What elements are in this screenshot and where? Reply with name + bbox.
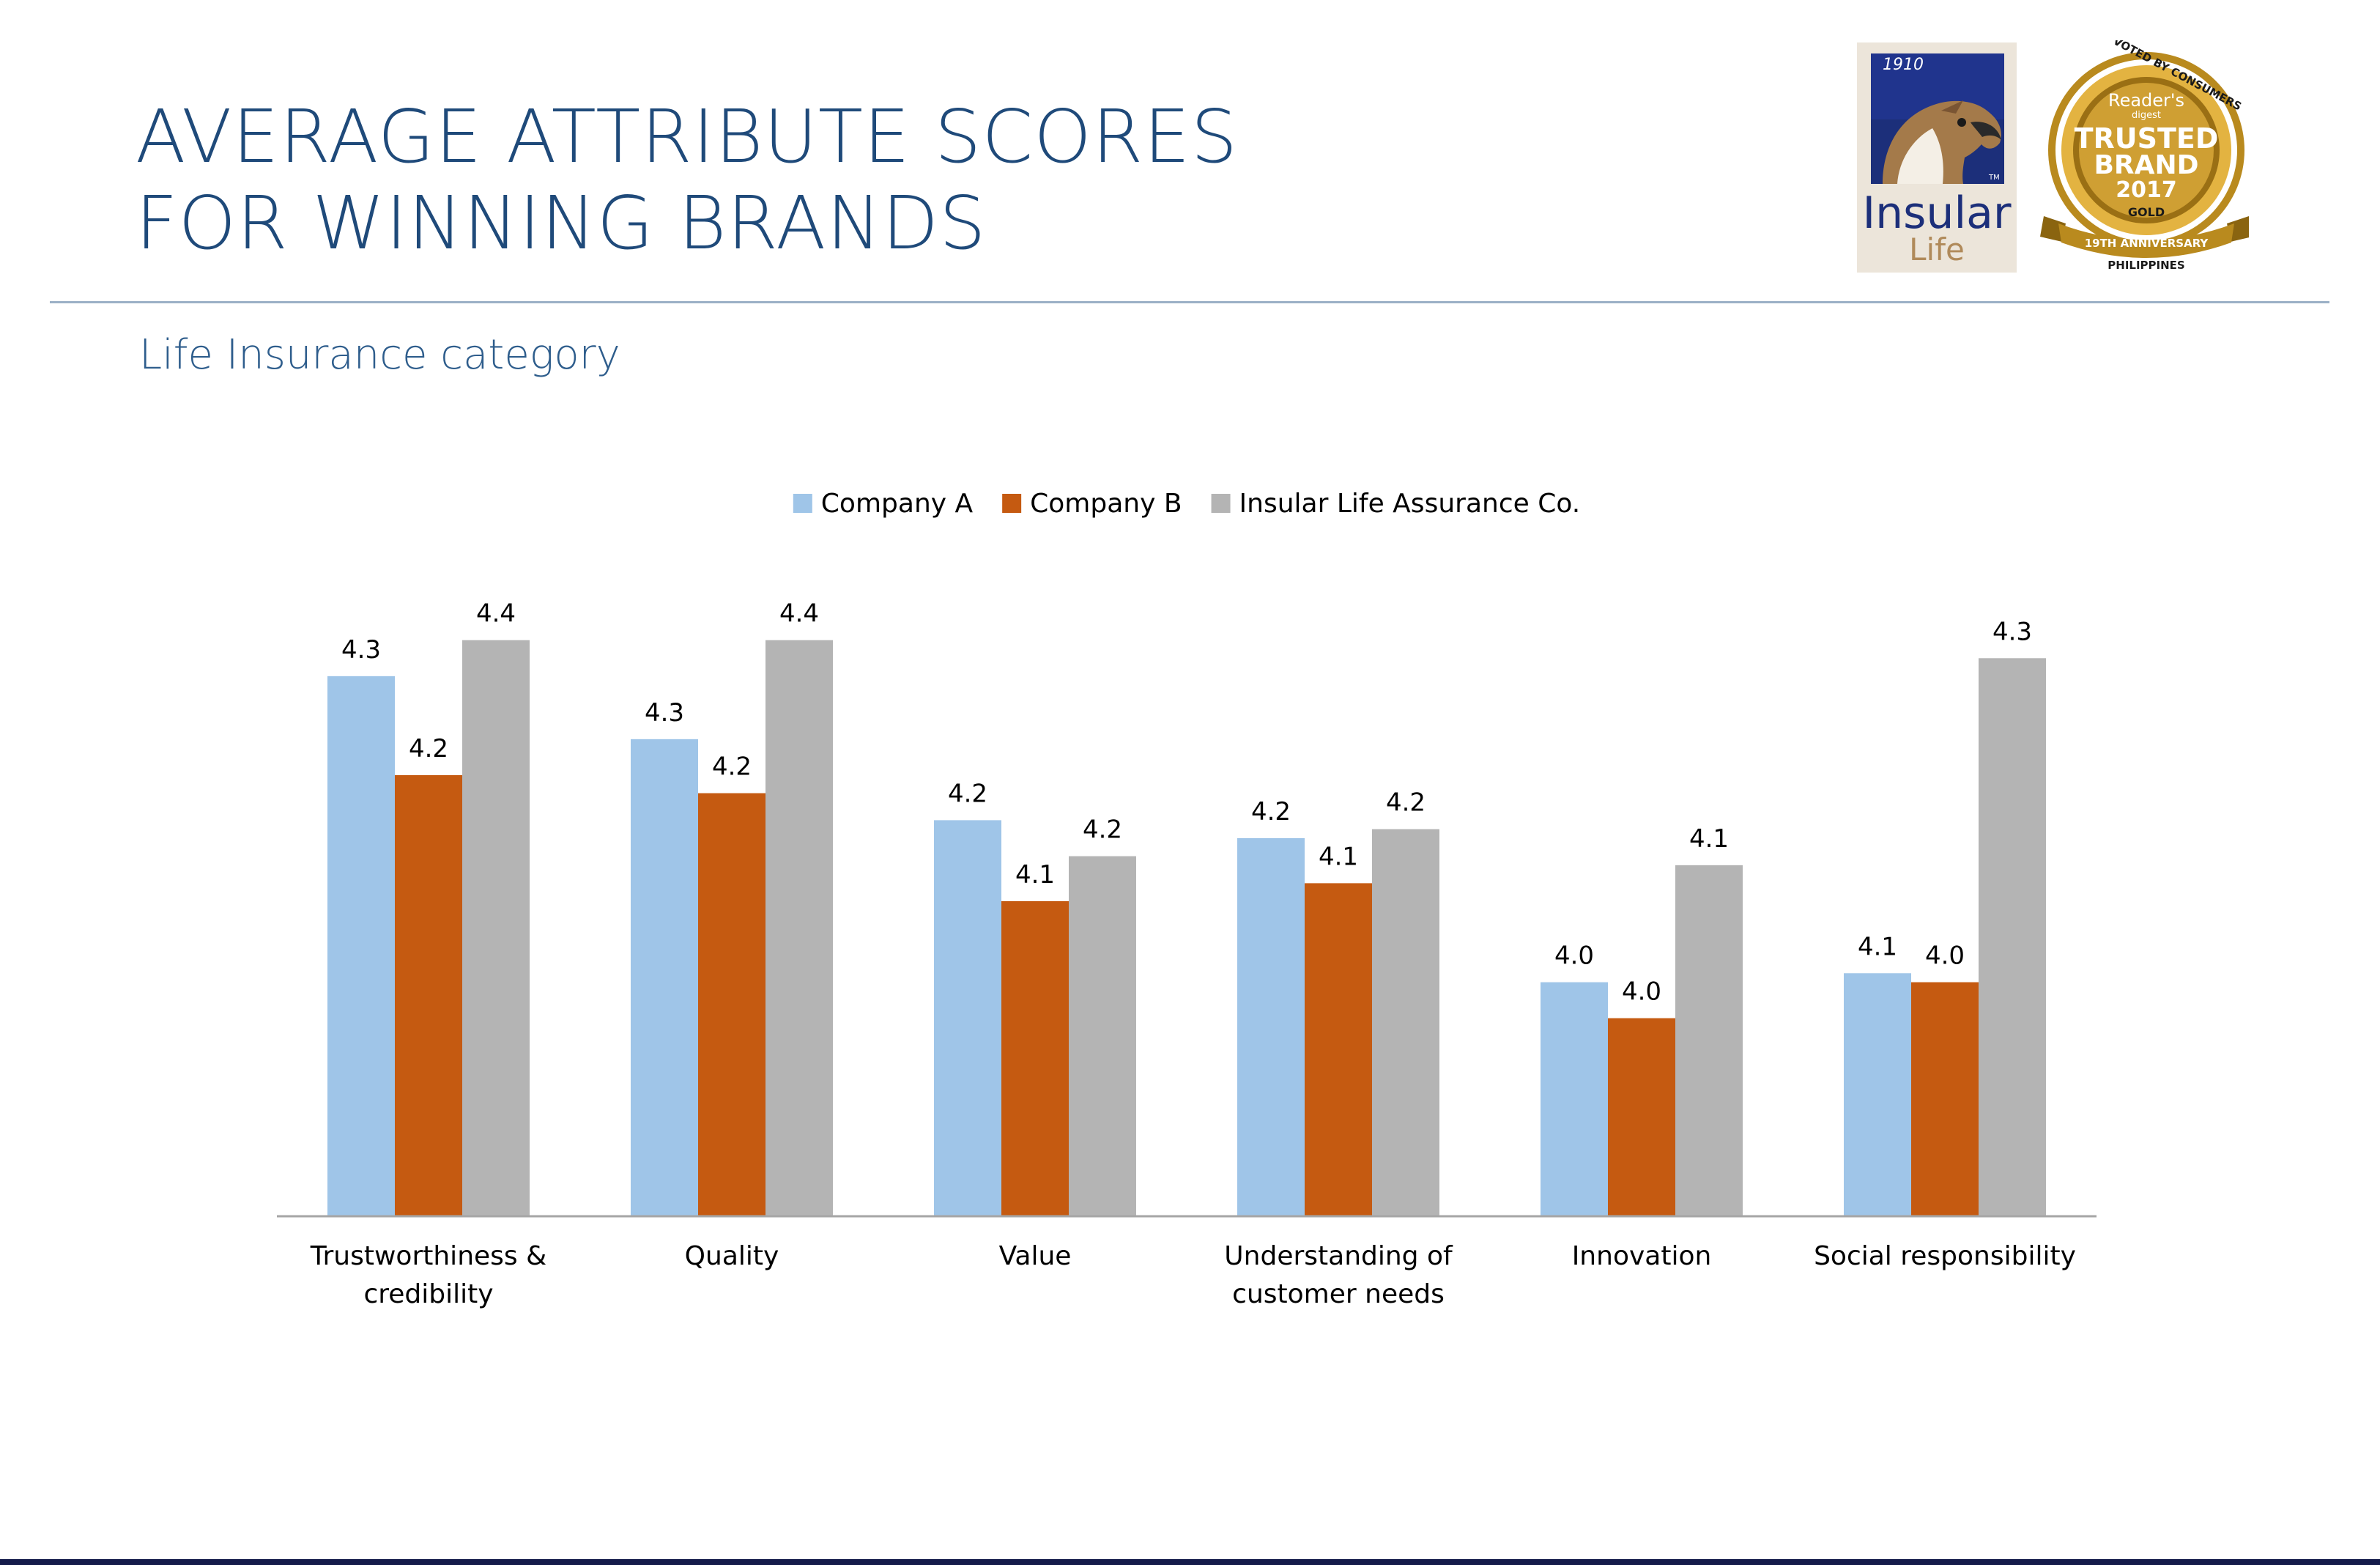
bar-company-b-0 — [395, 775, 462, 1216]
footer-bar — [0, 1559, 2380, 1565]
bar-company-a-2 — [934, 820, 1001, 1216]
badge-brand-text: BRAND — [2094, 150, 2198, 180]
data-label: 4.2 — [1386, 788, 1426, 818]
data-label: 4.4 — [476, 599, 516, 629]
bar-company-a-4 — [1541, 982, 1608, 1216]
bar-company-b-1 — [698, 793, 765, 1216]
category-label: Value — [999, 1241, 1072, 1271]
insular-name-text: Insular — [1862, 188, 2011, 239]
bar-insular-0 — [462, 640, 530, 1216]
data-label: 4.1 — [1689, 824, 1729, 854]
bar-company-b-5 — [1911, 982, 1979, 1216]
category-label: credibility — [363, 1279, 493, 1309]
badge-anniversary-text: 19TH ANNIVERSARY — [2085, 237, 2209, 250]
data-label: 4.1 — [1319, 842, 1358, 871]
data-label: 4.0 — [1622, 977, 1661, 1007]
trusted-brand-badge: VOTED BY CONSUMERS Reader's digest TRUST… — [2040, 34, 2253, 272]
bar-insular-3 — [1372, 829, 1439, 1216]
bar-company-a-3 — [1237, 838, 1305, 1216]
legend-label: Company B — [1030, 489, 1182, 519]
bar-company-b-3 — [1305, 883, 1372, 1216]
data-label: 4.4 — [779, 599, 819, 629]
data-label: 4.0 — [1554, 941, 1594, 971]
legend-swatch — [1211, 494, 1231, 513]
bar-insular-4 — [1675, 865, 1743, 1216]
category-label: customer needs — [1232, 1279, 1445, 1309]
data-label: 4.2 — [1251, 797, 1291, 826]
data-label: 4.1 — [1015, 860, 1055, 889]
data-label: 4.1 — [1858, 932, 1897, 961]
data-label: 4.0 — [1925, 941, 1965, 971]
data-label: 4.2 — [409, 734, 448, 763]
badge-digest-text: digest — [2132, 110, 2161, 121]
category-label: Trustworthiness & — [310, 1241, 546, 1271]
category-label: Innovation — [1572, 1241, 1712, 1271]
bar-company-a-0 — [327, 676, 395, 1216]
bar-company-a-5 — [1844, 973, 1911, 1216]
badge-country-text: PHILIPPINES — [2107, 259, 2184, 272]
legend-item-company-b: Company B — [1002, 489, 1182, 519]
data-label: 4.3 — [341, 635, 381, 665]
bar-insular-5 — [1979, 658, 2046, 1216]
chart-bars — [327, 640, 2046, 1216]
chart-legend: Company A Company B Insular Life Assurance… — [793, 489, 1580, 519]
badge-gold-text: GOLD — [2128, 205, 2165, 219]
bar-company-b-2 — [1001, 901, 1069, 1216]
badge-readers-text: Reader's — [2108, 90, 2184, 111]
category-subtitle: Life Insurance category — [139, 331, 620, 379]
chart-category-labels: Trustworthiness & credibility Quality Value… — [310, 1241, 2076, 1309]
badge-year-text: 2017 — [2116, 177, 2177, 203]
data-label: 4.3 — [1992, 617, 2032, 646]
category-label: Quality — [685, 1241, 779, 1271]
legend-item-company-a: Company A — [793, 489, 974, 519]
insular-tm-text: TM — [1988, 174, 2000, 182]
bar-insular-1 — [765, 640, 833, 1216]
category-label: Understanding of — [1224, 1241, 1453, 1271]
legend-label: Insular Life Assurance Co. — [1239, 489, 1581, 519]
badge-trusted-text: TRUSTED — [2075, 122, 2219, 155]
insular-year-text: 1910 — [1883, 56, 1924, 74]
legend-swatch — [793, 494, 812, 513]
legend-label: Company A — [821, 489, 974, 519]
data-label: 4.2 — [712, 752, 752, 782]
legend-item-insular: Insular Life Assurance Co. — [1211, 489, 1581, 519]
logos: 1910 TM Insular Life VOTED BY CONSUMERS … — [1853, 34, 2253, 275]
header-divider — [50, 301, 2329, 303]
legend-swatch — [1002, 494, 1022, 513]
page-title-line-2: FOR WINNING BRANDS — [136, 180, 987, 266]
bar-company-b-4 — [1608, 1018, 1675, 1216]
data-label: 4.2 — [948, 779, 987, 808]
page-title: AVERAGE ATTRIBUTE SCORES FOR WINNING BRA… — [136, 94, 1238, 267]
data-label: 4.2 — [1083, 815, 1122, 845]
insular-sub-text: Life — [1909, 232, 1965, 267]
bar-company-a-1 — [631, 739, 698, 1216]
category-label: Social responsibility — [1814, 1241, 2076, 1271]
data-label: 4.3 — [645, 698, 684, 728]
page-title-line-1: AVERAGE ATTRIBUTE SCORES — [136, 94, 1239, 180]
chart-data-labels: 4.3 4.2 4.4 4.3 4.2 4.4 4.2 4.1 4.2 4.2 4.1 4.2 4.0 4… — [341, 599, 2032, 1007]
insular-life-logo: 1910 TM Insular Life — [1857, 42, 2017, 273]
bar-insular-2 — [1069, 856, 1136, 1216]
